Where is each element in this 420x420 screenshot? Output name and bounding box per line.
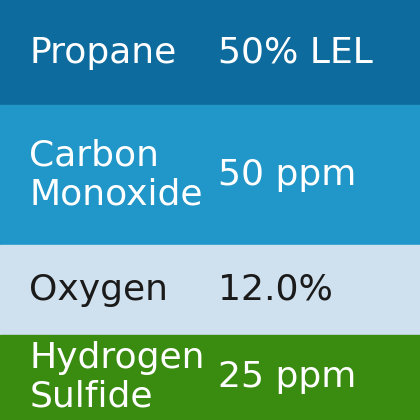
Text: 12.0%: 12.0% [218, 273, 333, 307]
Text: Propane: Propane [29, 36, 177, 69]
Bar [0, 105, 420, 245]
Text: 50 ppm: 50 ppm [218, 158, 357, 192]
Text: Oxygen: Oxygen [29, 273, 168, 307]
Bar [0, 335, 420, 420]
Bar [0, 245, 420, 335]
Text: 25 ppm: 25 ppm [218, 360, 357, 394]
Text: 50% LEL: 50% LEL [218, 36, 373, 69]
Text: Carbon
Monoxide: Carbon Monoxide [29, 139, 203, 211]
Bar [0, 0, 420, 105]
Text: Hydrogen
Sulfide: Hydrogen Sulfide [29, 341, 205, 414]
